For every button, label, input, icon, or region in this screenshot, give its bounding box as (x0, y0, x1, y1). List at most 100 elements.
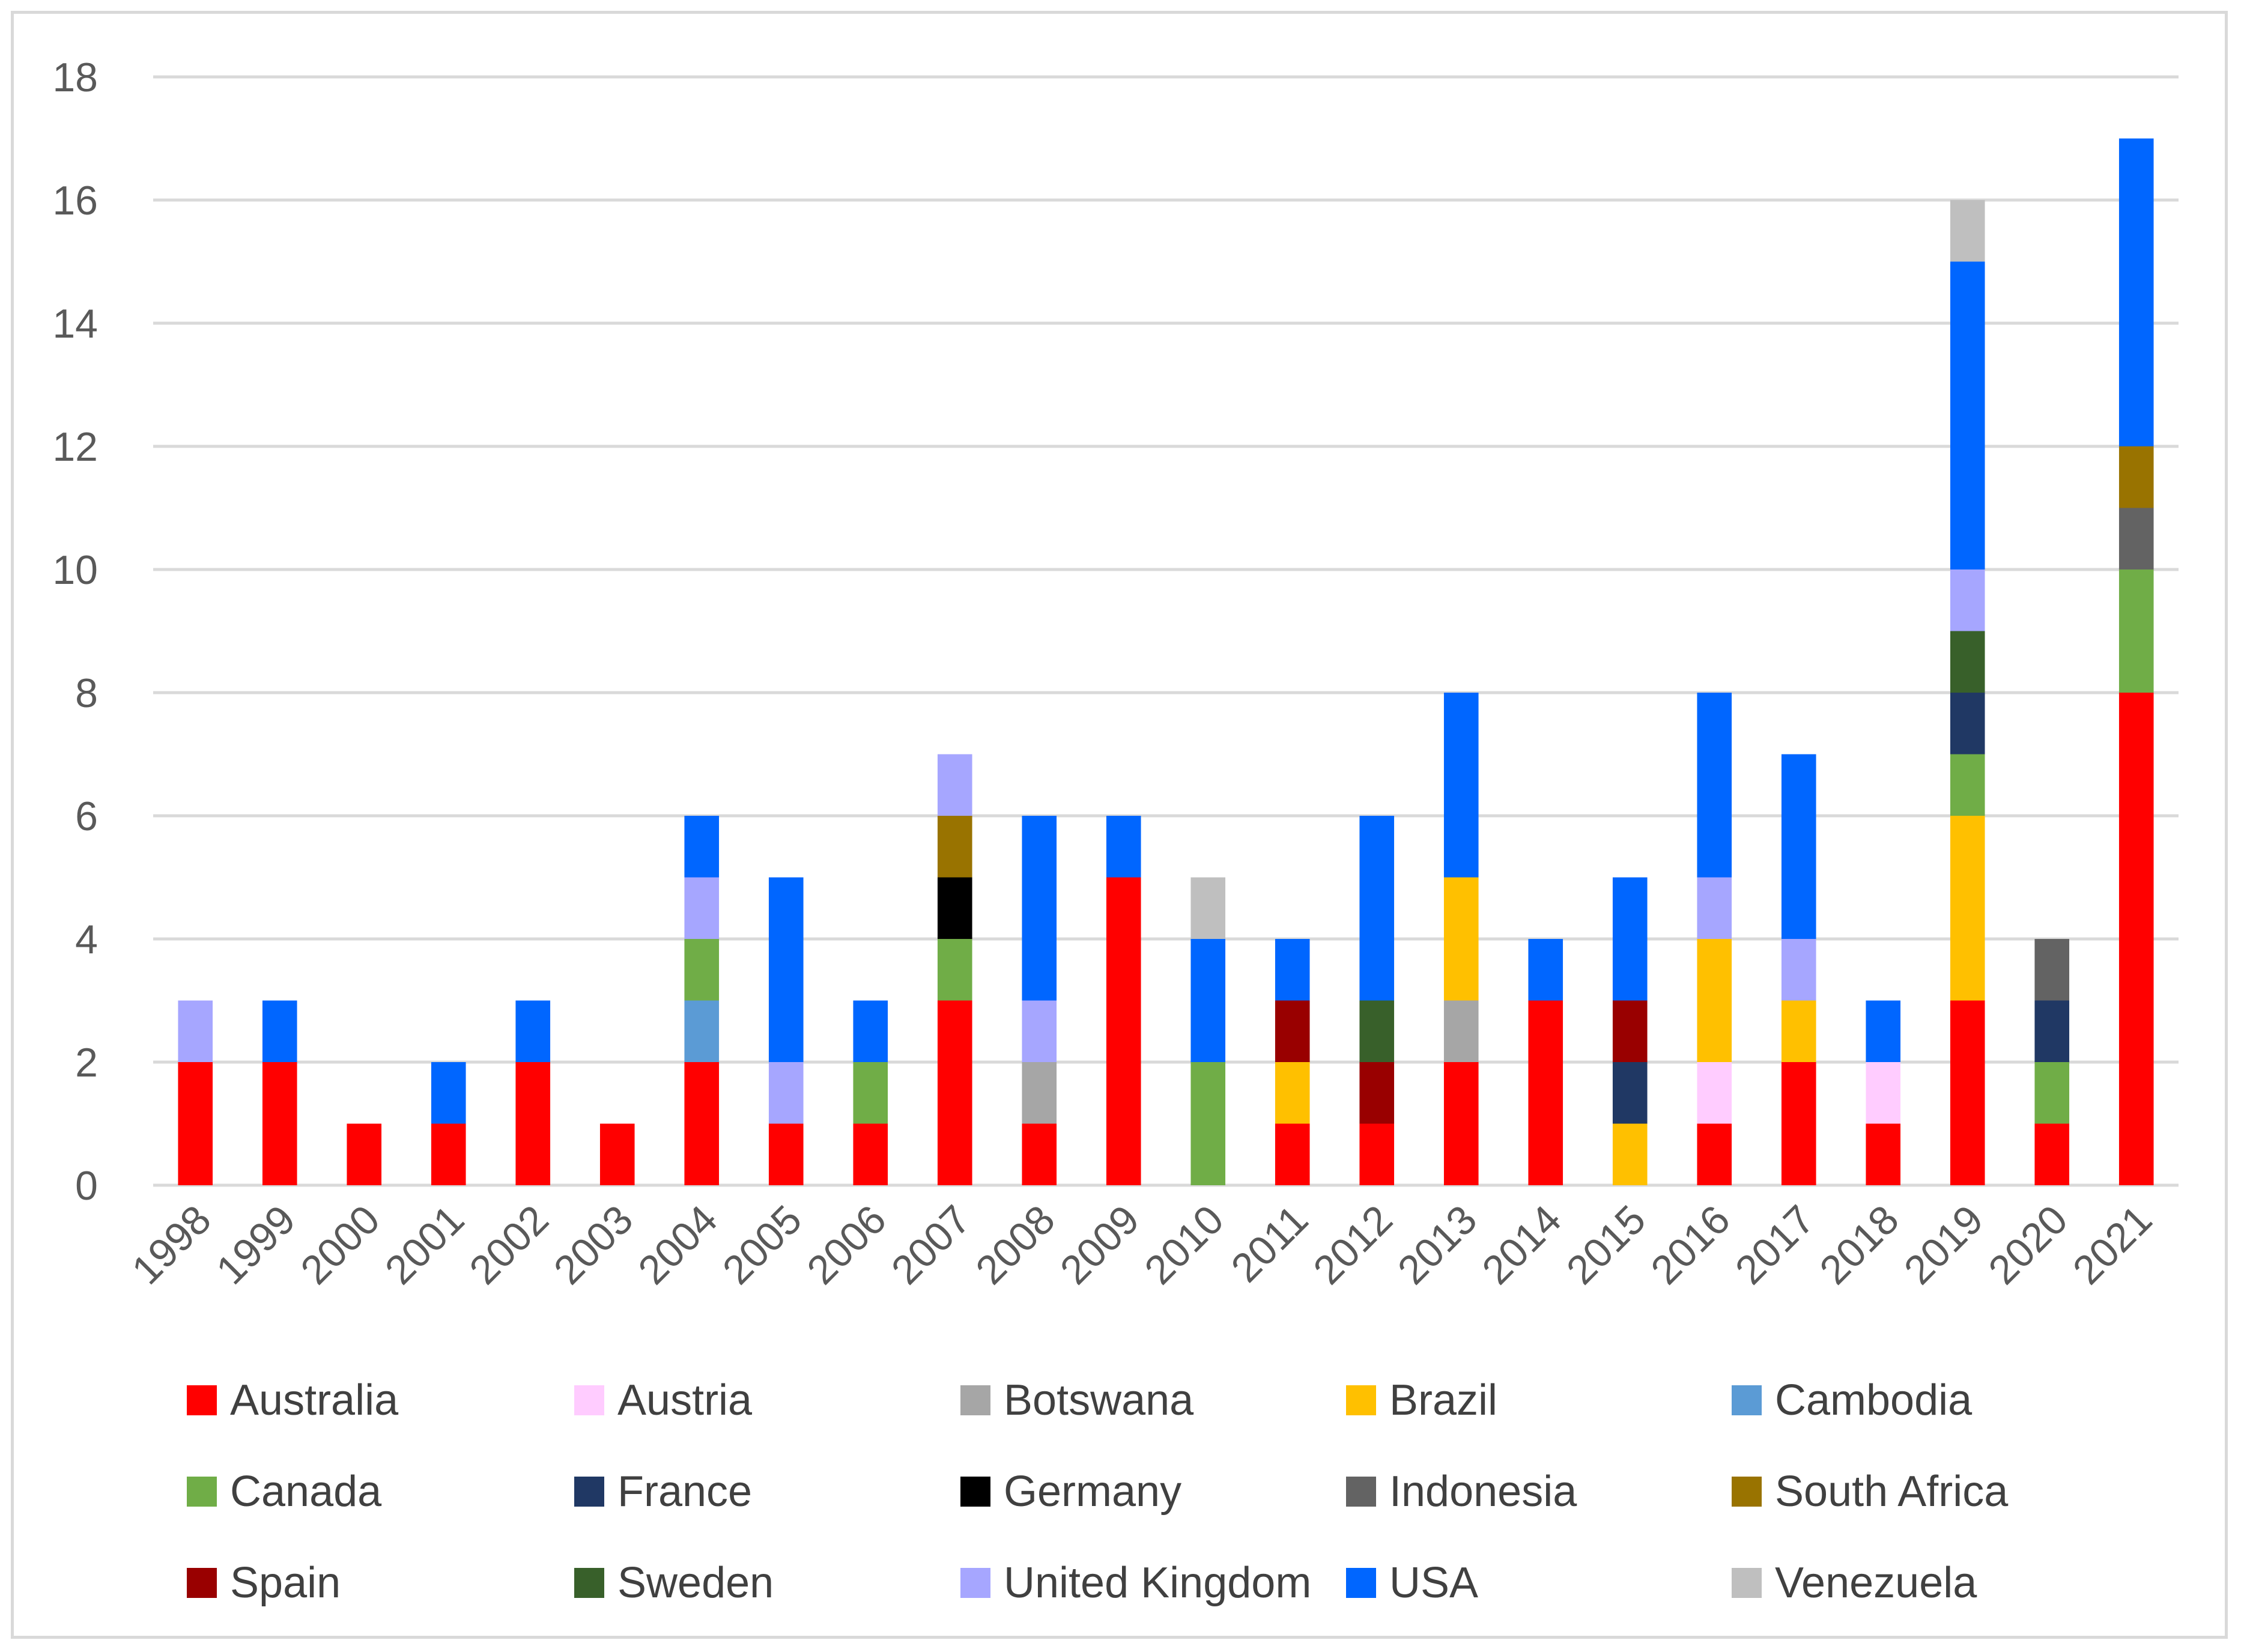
x-tick-label: 2002 (461, 1197, 557, 1293)
bar-segment-2004-united-kingdom (684, 877, 720, 939)
legend-label: Cambodia (1775, 1376, 1973, 1424)
y-tick-label: 2 (75, 1040, 98, 1086)
legend-label: Sweden (617, 1559, 774, 1607)
x-tick-label: 2019 (1896, 1197, 1992, 1293)
legend-label: Indonesia (1389, 1468, 1577, 1516)
bar-segment-2004-canada (684, 939, 720, 1001)
legend-swatch (1732, 1477, 1762, 1507)
x-tick-label: 2015 (1558, 1197, 1655, 1293)
bar-segment-2013-botswana (1443, 1000, 1479, 1062)
bar-segment-2012-spain (1359, 1062, 1395, 1124)
bar-segment-2014-usa (1528, 939, 1563, 1001)
bar-segment-2019-united-kingdom (1950, 569, 1985, 631)
x-tick-label: 2010 (1136, 1197, 1233, 1293)
bar-segment-2006-usa (853, 1000, 888, 1062)
x-tick-label: 2008 (967, 1197, 1064, 1293)
x-tick-label: 2003 (545, 1197, 642, 1293)
bar-segment-2016-brazil (1697, 939, 1732, 1062)
bar-segment-2014-australia (1528, 1000, 1563, 1185)
legend-item-sweden: Sweden (574, 1553, 774, 1613)
y-tick-label: 10 (52, 547, 98, 593)
bar-segment-2002-usa (515, 1000, 551, 1062)
bar-segment-2012-australia (1359, 1123, 1395, 1185)
x-tick-label: 2014 (1473, 1197, 1570, 1293)
y-tick-label: 12 (52, 424, 98, 470)
x-tick-label: 2009 (1052, 1197, 1148, 1293)
bar-segment-2017-usa (1781, 754, 1816, 939)
x-tick-label: 2000 (292, 1197, 389, 1293)
bar-segment-2007-south-africa (937, 816, 972, 878)
bar-segment-2018-usa (1866, 1000, 1901, 1062)
x-tick-label: 2018 (1811, 1197, 1908, 1293)
y-tick-label: 16 (52, 178, 98, 223)
x-tick-label: 1998 (123, 1197, 220, 1293)
bar-segment-2009-usa (1106, 816, 1141, 878)
x-tick-label: 2005 (714, 1197, 811, 1293)
bar-segment-2015-brazil (1612, 1123, 1648, 1185)
x-tick-label: 2016 (1642, 1197, 1739, 1293)
bar-segment-2007-australia (937, 1000, 972, 1185)
legend-label: South Africa (1775, 1468, 2009, 1516)
bar-segment-2011-spain (1275, 1000, 1310, 1062)
bar-segment-2013-australia (1443, 1062, 1479, 1185)
x-axis-ticks: 1998199920002001200220032004200520062007… (123, 1197, 2161, 1293)
bar-segment-1998-australia (178, 1062, 213, 1185)
bar-segment-2010-usa (1190, 939, 1226, 1062)
x-tick-label: 2007 (883, 1197, 980, 1293)
legend-swatch (960, 1385, 990, 1415)
legend-label: Australia (230, 1376, 399, 1424)
bar-segment-2019-usa (1950, 261, 1985, 569)
bar-segment-2019-australia (1950, 1000, 1985, 1185)
bar-segment-2013-usa (1443, 693, 1479, 878)
bar-segment-2000-australia (347, 1123, 382, 1185)
legend-item-austria: Austria (574, 1370, 752, 1430)
bar-segment-2021-canada (2118, 569, 2154, 693)
bar-segment-2011-usa (1275, 939, 1310, 1001)
bar-segment-2009-australia (1106, 877, 1141, 1185)
legend-label: Austria (617, 1376, 753, 1424)
legend-label: Brazil (1389, 1376, 1498, 1424)
legend-label: Germany (1004, 1468, 1182, 1516)
legend-label: USA (1389, 1559, 1479, 1607)
legend-item-germany: Germany (960, 1462, 1181, 1522)
legend-label: Venezuela (1775, 1559, 1977, 1607)
legend-item-south-africa: South Africa (1732, 1462, 2008, 1522)
legend-swatch (574, 1385, 604, 1415)
bar-segment-2018-australia (1866, 1123, 1901, 1185)
bar-segment-2005-united-kingdom (768, 1062, 804, 1124)
legend-swatch (1732, 1568, 1762, 1598)
bar-segment-2005-australia (768, 1123, 804, 1185)
legend-swatch (960, 1477, 990, 1507)
bar-segment-2019-venezuela (1950, 200, 1985, 262)
bar-segment-2001-australia (431, 1123, 466, 1185)
bar-segment-2001-usa (431, 1062, 466, 1124)
y-tick-label: 0 (75, 1163, 98, 1209)
legend-swatch (187, 1568, 217, 1598)
bar-segment-2005-usa (768, 877, 804, 1062)
bar-segment-2020-indonesia (2034, 939, 2070, 1001)
legend-item-botswana: Botswana (960, 1370, 1193, 1430)
bar-segment-2010-canada (1190, 1062, 1226, 1185)
bar-segment-2021-usa (2118, 138, 2154, 446)
bar-segment-2011-brazil (1275, 1062, 1310, 1124)
bar-segment-2004-usa (684, 816, 720, 878)
bar-segment-2016-usa (1697, 693, 1732, 878)
y-tick-label: 6 (75, 794, 98, 839)
bar-segment-2011-australia (1275, 1123, 1310, 1185)
x-tick-label: 2021 (2064, 1197, 2161, 1293)
bar-segment-2013-brazil (1443, 877, 1479, 1001)
legend-label: Canada (230, 1468, 382, 1516)
y-tick-label: 8 (75, 670, 98, 716)
gridlines (153, 75, 2179, 1187)
y-tick-label: 14 (52, 301, 98, 347)
bar-segment-2015-spain (1612, 1000, 1648, 1062)
bar-segment-2015-usa (1612, 877, 1648, 1001)
x-tick-label: 2006 (798, 1197, 895, 1293)
legend-item-indonesia: Indonesia (1346, 1462, 1577, 1522)
bar-segment-2007-canada (937, 939, 972, 1001)
legend-swatch (187, 1385, 217, 1415)
bar-segment-2019-canada (1950, 754, 1985, 816)
bar-segment-2017-australia (1781, 1062, 1816, 1185)
bar-segment-2021-south-africa (2118, 446, 2154, 508)
legend-item-usa: USA (1346, 1553, 1478, 1613)
